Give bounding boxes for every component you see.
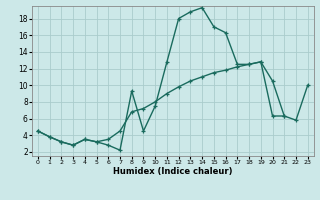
X-axis label: Humidex (Indice chaleur): Humidex (Indice chaleur) xyxy=(113,167,233,176)
